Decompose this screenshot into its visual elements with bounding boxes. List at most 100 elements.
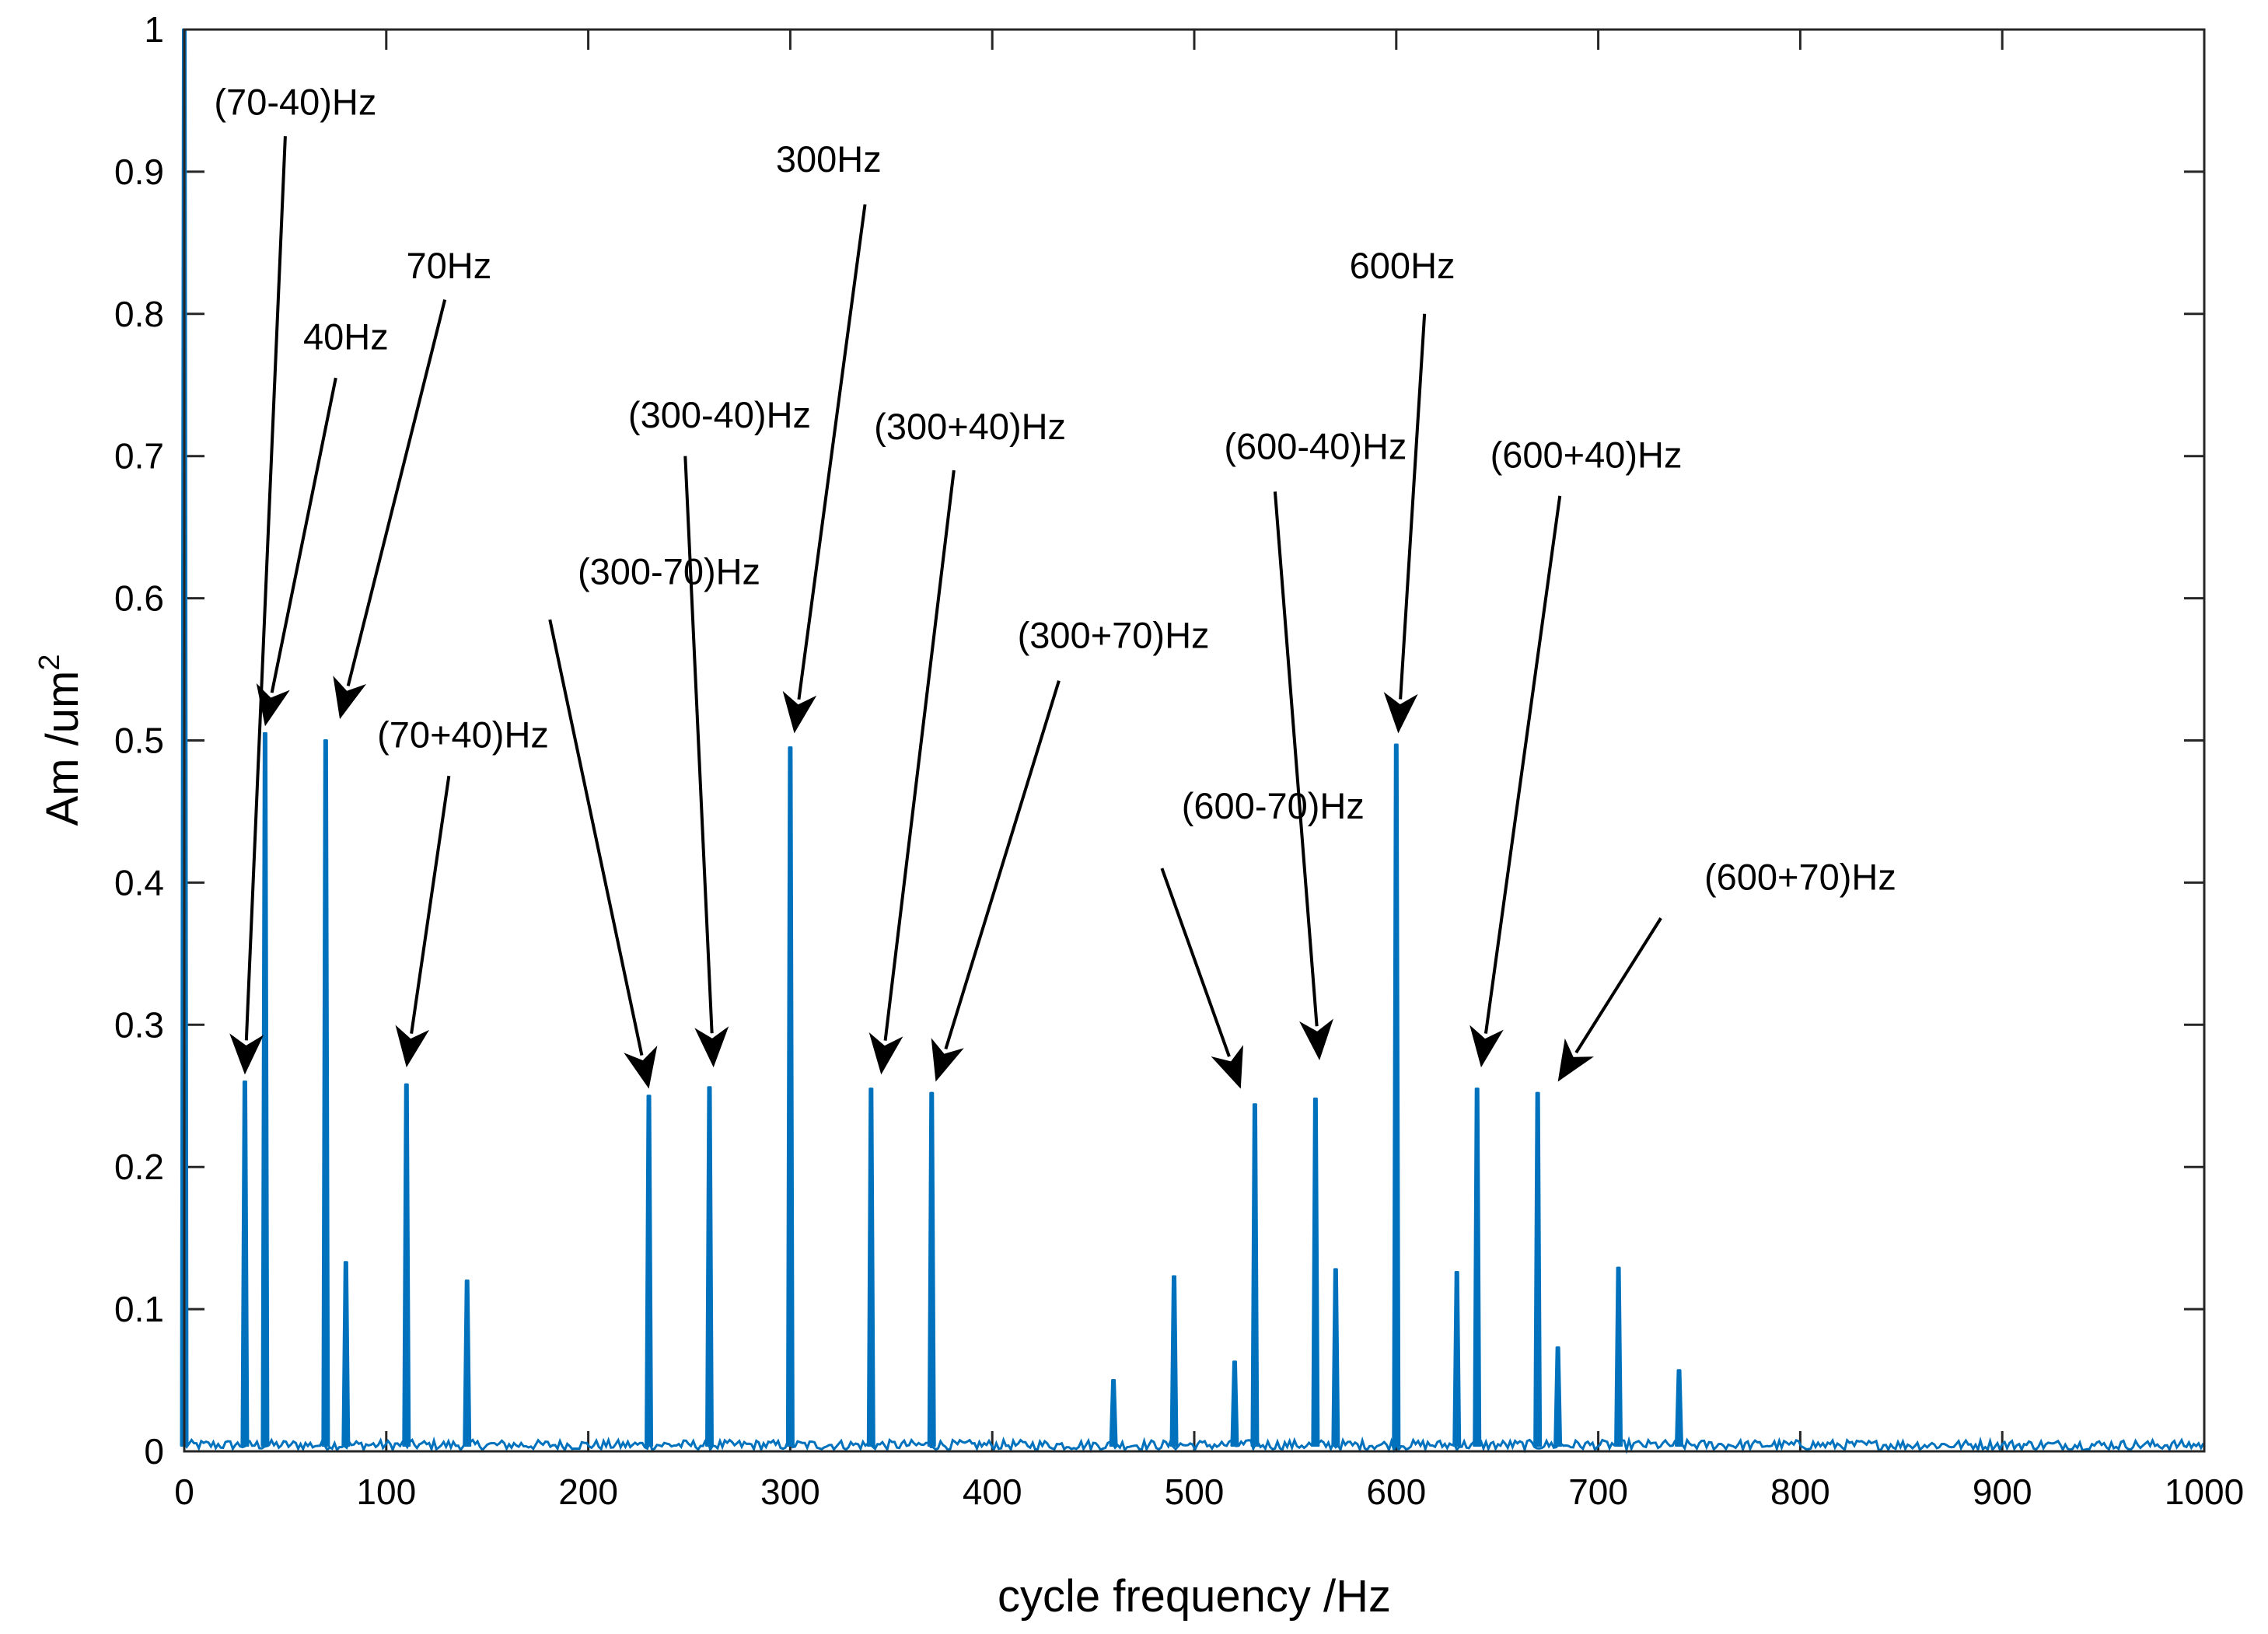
x-tick-label: 200 — [558, 1472, 618, 1512]
annotation-arrow-head — [868, 1032, 903, 1075]
annotation-arrow-head — [931, 1038, 964, 1082]
annotation-arrow-head — [229, 1033, 264, 1075]
spectrum-peak — [260, 731, 270, 1447]
spectrum-peak — [1553, 1346, 1563, 1447]
annotation-arrow-shaft — [797, 204, 867, 700]
annotation-label: (600+70)Hz — [1704, 857, 1896, 898]
annotation-label: 40Hz — [303, 316, 389, 358]
y-tick-label: 0.3 — [114, 1004, 164, 1045]
annotation-arrow-shaft — [883, 470, 956, 1041]
spectrum-peak — [1109, 1379, 1118, 1447]
spectrum-peak — [704, 1086, 714, 1447]
annotation-label: (300+40)Hz — [874, 406, 1066, 447]
spectrum-noise-floor — [183, 1436, 2205, 1454]
spectrum-peak — [866, 1088, 875, 1447]
annotation-arrow-shaft — [1273, 491, 1319, 1027]
spectrum-peak — [463, 1280, 472, 1447]
annotation-label: (300-40)Hz — [628, 394, 811, 435]
y-tick-label: 0.8 — [114, 294, 164, 334]
annotation-label: (300+70)Hz — [1018, 615, 1210, 656]
annotation-arrow-shaft — [410, 775, 451, 1034]
x-axis-title: cycle frequency /Hz — [998, 1571, 1391, 1622]
plot-frame — [183, 28, 2206, 1453]
annotation-arrow-head — [1383, 692, 1418, 734]
annotation-label: 300Hz — [776, 138, 882, 180]
spectrum-peak — [1250, 1103, 1260, 1447]
annotation-arrow-head — [1557, 1038, 1594, 1082]
annotation-arrow-shaft — [1483, 495, 1562, 1034]
y-tick-label: 0.7 — [114, 436, 164, 477]
x-tick-label: 700 — [1568, 1472, 1628, 1512]
annotation-arrow-shaft — [270, 377, 337, 693]
y-tick-label: 0.9 — [114, 152, 164, 192]
annotation-arrow-head — [333, 676, 367, 720]
x-tick-label: 600 — [1366, 1472, 1426, 1512]
spectrum-peak — [927, 1091, 936, 1447]
annotation-arrow-shaft — [346, 299, 447, 686]
x-tick-label: 0 — [174, 1472, 194, 1512]
annotation-arrow-head — [395, 1025, 430, 1068]
annotation-arrow-head — [782, 690, 817, 734]
annotation-arrow-head — [1211, 1045, 1243, 1089]
annotation-arrow-shaft — [548, 619, 644, 1056]
plot-background — [184, 30, 2204, 1451]
y-tick-label: 0.2 — [114, 1147, 164, 1187]
spectrum-peak — [1452, 1271, 1462, 1447]
annotation-arrow-shaft — [1399, 313, 1427, 700]
x-tick-label: 300 — [760, 1472, 820, 1512]
annotation-label: 600Hz — [1350, 245, 1456, 286]
x-tick-label: 100 — [356, 1472, 416, 1512]
spectrum-peak — [1169, 1275, 1179, 1447]
y-tick-label: 0.5 — [114, 721, 164, 761]
spectrum-peak — [341, 1261, 351, 1447]
annotation-arrow-head — [1469, 1025, 1504, 1068]
spectrum-peak — [1331, 1268, 1340, 1447]
annotation-arrow-shaft — [683, 456, 714, 1034]
annotation-arrow-head — [624, 1046, 658, 1089]
spectrum-peak — [785, 746, 795, 1447]
annotation-arrow-shaft — [244, 136, 287, 1041]
spectrum-peak — [1675, 1369, 1684, 1447]
series-layer — [180, 28, 2205, 1454]
y-tick-label: 0.4 — [114, 862, 164, 903]
y-tick-label: 1 — [144, 9, 164, 50]
annotation-arrow-shaft — [1574, 917, 1662, 1054]
annotation-label: (600+40)Hz — [1490, 434, 1683, 475]
y-axis-title: Am /um2 — [33, 655, 88, 826]
annotation-label: (70-40)Hz — [214, 82, 376, 123]
annotation-arrow-shaft — [944, 680, 1061, 1049]
y-tick-label: 0 — [144, 1431, 164, 1472]
x-tick-label: 900 — [1973, 1472, 2032, 1512]
annotation-label: (300-70)Hz — [578, 550, 760, 592]
x-ticks: 0 100 200 300 400 500 600 700 800 900 1000 — [174, 30, 2244, 1512]
annotation-label: (70+40)Hz — [377, 714, 549, 756]
y-ticks: 0 0.1 0.2 0.3 0.4 0.5 0.6 0.7 0.8 0.9 1 — [114, 9, 2204, 1472]
y-axis-title-main: Am /um — [37, 671, 88, 826]
y-tick-label: 0.6 — [114, 578, 164, 619]
y-axis-title-superscript: 2 — [33, 655, 66, 671]
spectrum-peak — [1311, 1097, 1320, 1447]
annotation-label: 70Hz — [406, 245, 491, 286]
spectrum-peak — [1392, 743, 1401, 1447]
annotation-label: (600-40)Hz — [1224, 425, 1407, 466]
spectrum-peak — [645, 1095, 654, 1447]
x-tick-label: 400 — [963, 1472, 1022, 1512]
annotation-layer: (70-40)Hz 40Hz 70Hz (70+40)Hz (300-70)Hz (300… — [214, 82, 1896, 1089]
spectrum-peak — [402, 1083, 411, 1447]
annotation-arrow-shaft — [1160, 868, 1231, 1057]
x-tick-label: 500 — [1165, 1472, 1225, 1512]
spectrum-peak — [1473, 1088, 1482, 1447]
y-tick-label: 0.1 — [114, 1289, 164, 1329]
spectrum-peak — [240, 1080, 250, 1447]
annotation-arrow-head — [1299, 1018, 1333, 1061]
annotation-arrow-head — [256, 683, 290, 727]
annotation-arrow-head — [694, 1026, 729, 1068]
spectrum-peak — [1230, 1360, 1239, 1447]
x-tick-label: 1000 — [2165, 1472, 2244, 1512]
spectrum-peak — [321, 739, 330, 1447]
spectrum-peak — [1533, 1091, 1543, 1447]
annotation-label: (600-70)Hz — [1182, 785, 1365, 826]
spectrum-peak — [1614, 1266, 1623, 1447]
x-tick-label: 800 — [1770, 1472, 1830, 1512]
